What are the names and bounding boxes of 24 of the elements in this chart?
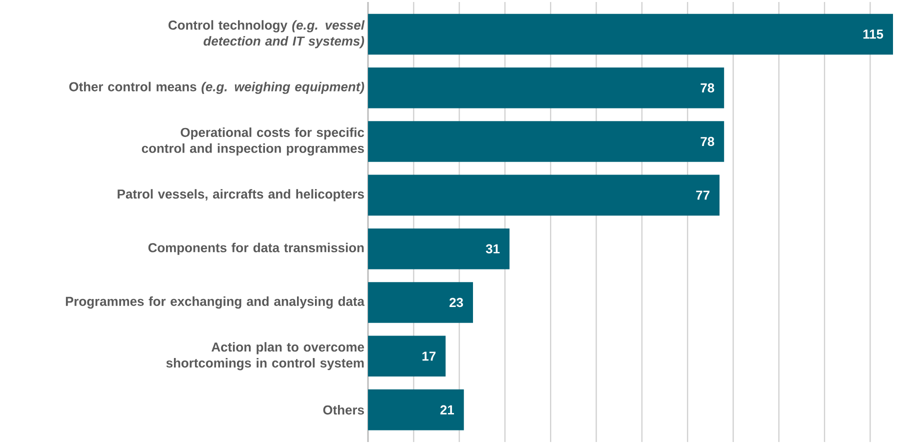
bar: [368, 389, 464, 430]
bar: [368, 336, 446, 377]
y-tick-label: Operational costs for specific control and inspection programmes: [142, 127, 364, 156]
y-tick-label: Others: [323, 405, 364, 415]
bar: [368, 121, 724, 162]
data-label: 17: [422, 352, 436, 361]
data-label: 77: [696, 190, 710, 200]
y-tick-label: Patrol vessels, aircrafts and helicopters: [118, 189, 364, 202]
bar: [368, 67, 724, 108]
y-tick-label: Components for data transmission: [148, 242, 364, 255]
data-label: 78: [700, 136, 714, 146]
data-label: 21: [440, 405, 454, 414]
bar: [368, 14, 894, 55]
data-label: 78: [700, 83, 714, 92]
data-label: 115: [863, 30, 884, 39]
bar: [368, 282, 473, 323]
data-label: 23: [450, 298, 464, 308]
bar: [368, 228, 510, 270]
y-tick-label: Control technology (e.g. vessel detection and IT systems): [168, 20, 365, 48]
y-tick-label: Programmes for exchanging and analysing data: [66, 296, 365, 309]
data-label: 31: [486, 244, 500, 254]
y-tick-label: Other control means (e.g. weighing equipment): [69, 82, 364, 94]
y-tick-label: Action plan to overcome shortcomings in control system: [166, 342, 364, 370]
bar: [368, 174, 720, 216]
